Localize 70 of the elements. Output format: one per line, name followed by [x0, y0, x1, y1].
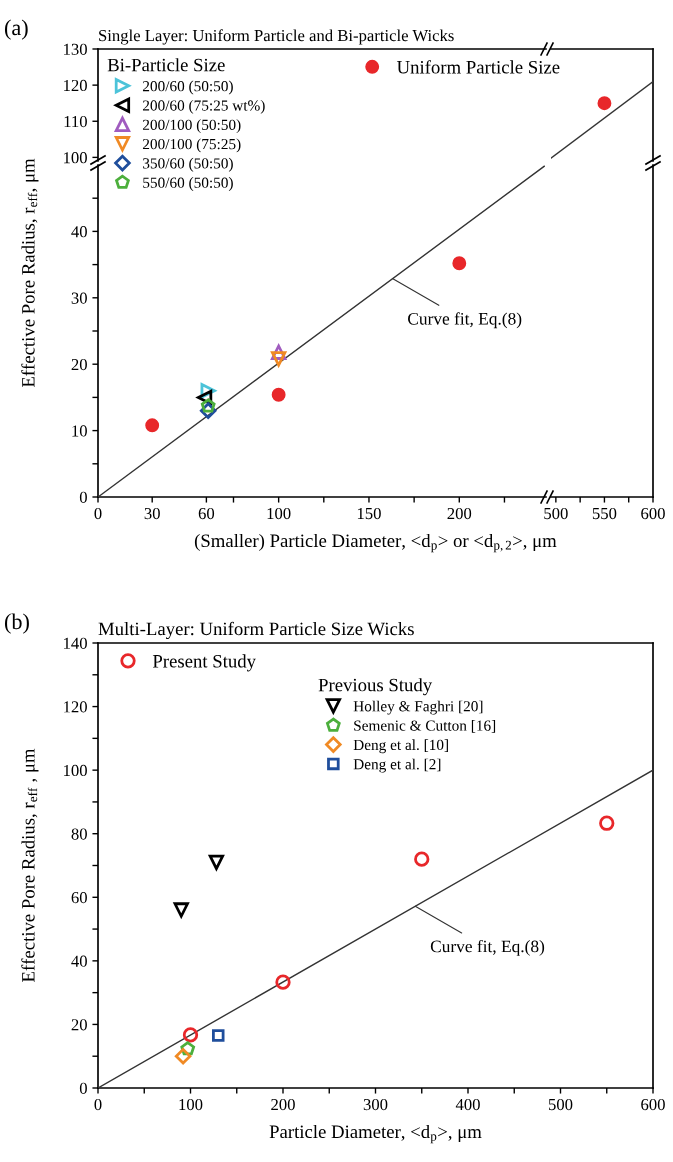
- y-tick-label: 0: [79, 1082, 87, 1094]
- x-tick-label: 100: [267, 507, 291, 520]
- legend-label: 200/100 (50:50): [142, 119, 241, 134]
- y-tick-label: 140: [64, 637, 87, 649]
- annotation: Curve fit, Eq.(8): [408, 312, 522, 329]
- y-tick-label: 10: [72, 425, 87, 437]
- point: [212, 1029, 225, 1042]
- legend-label: 350/60 (50:50): [143, 157, 233, 172]
- x-tick-label: 200: [447, 507, 472, 520]
- legend-label: Uniform Particle Size: [396, 60, 560, 74]
- point: [182, 1027, 199, 1043]
- legend-label: 200/60 (50:50): [142, 80, 233, 95]
- legend-label: 200/60 (75:25 wt%): [142, 99, 265, 114]
- x-tick-label: 600: [641, 507, 665, 520]
- x-axis-title: (Smaller) Particle Diameter, <d$_{p}$> or <d$_{p,2}$>, μm: [194, 533, 557, 553]
- legend-title: Bi-Particle Size: [107, 58, 225, 72]
- point: [271, 351, 287, 367]
- point: [145, 418, 160, 433]
- y-tick-label: 40: [71, 955, 87, 967]
- y-tick-label: 110: [64, 115, 87, 128]
- y-axis-title: Effective Pore Radius, r$_{eff}$, μm: [21, 158, 39, 388]
- legend-label: Holley & Faghri [20]: [353, 700, 483, 715]
- point: [414, 851, 430, 867]
- y-tick-label: 120: [64, 79, 87, 92]
- x-tick-label: 550: [592, 507, 617, 520]
- legend-label: Deng et al. [2]: [353, 758, 441, 773]
- point: [275, 974, 291, 990]
- y-tick-label: 60: [71, 891, 87, 904]
- legend-label: Deng et al. [10]: [353, 739, 448, 754]
- y-tick-label: 100: [64, 764, 87, 777]
- legend-label: 200/100 (75:25): [142, 138, 241, 153]
- x-tick-label: 600: [641, 1098, 665, 1111]
- point: [271, 387, 286, 402]
- x-tick-label: 30: [144, 507, 160, 520]
- legend-label: Semenic & Cutton [16]: [354, 720, 496, 733]
- x-tick-label: 100: [179, 1098, 203, 1111]
- y-tick-label: 30: [71, 292, 87, 304]
- y-tick-label: 120: [64, 701, 87, 713]
- chart-title: Multi-Layer: Uniform Particle Size Wicks: [98, 621, 414, 640]
- x-tick-label: 150: [357, 507, 381, 520]
- y-tick-label: 0: [79, 491, 87, 503]
- y-axis-title: Effective Pore Radius, r$_{eff}$ , μm: [21, 748, 39, 982]
- x-tick-label: 400: [455, 1098, 480, 1111]
- text: (b): [4, 613, 29, 634]
- point: [200, 398, 216, 413]
- x-tick-label: 0: [94, 1098, 102, 1111]
- x-tick-label: 200: [271, 1098, 295, 1111]
- y-tick-label: 40: [71, 226, 87, 238]
- point: [208, 854, 225, 870]
- x-tick-label: 60: [198, 507, 215, 520]
- x-tick-label: 500: [544, 507, 568, 520]
- y-tick-label: 20: [71, 358, 87, 371]
- legend-label: 550/60 (50:50): [143, 177, 233, 191]
- x-tick-label: 0: [94, 507, 102, 520]
- y-tick-label: 20: [71, 1019, 87, 1031]
- point: [174, 1047, 192, 1065]
- y-tick-label: 100: [64, 152, 87, 164]
- x-tick-label: 300: [363, 1098, 388, 1111]
- text: (a): [4, 19, 28, 40]
- x-tick-label: 500: [548, 1098, 573, 1111]
- legend-title: Previous Study: [318, 678, 433, 696]
- legend-label: Present Study: [152, 654, 256, 672]
- point: [452, 256, 467, 271]
- y-tick-label: 130: [64, 43, 87, 55]
- annotation: Curve fit, Eq.(8): [430, 939, 545, 956]
- chart-title: Single Layer: Uniform Particle and Bi-particle Wicks: [99, 29, 454, 45]
- y-tick-label: 80: [71, 828, 87, 840]
- point: [599, 815, 615, 831]
- point: [173, 902, 189, 918]
- x-axis-title: Particle Diameter, <d$_{p}$>, μm: [269, 1124, 482, 1144]
